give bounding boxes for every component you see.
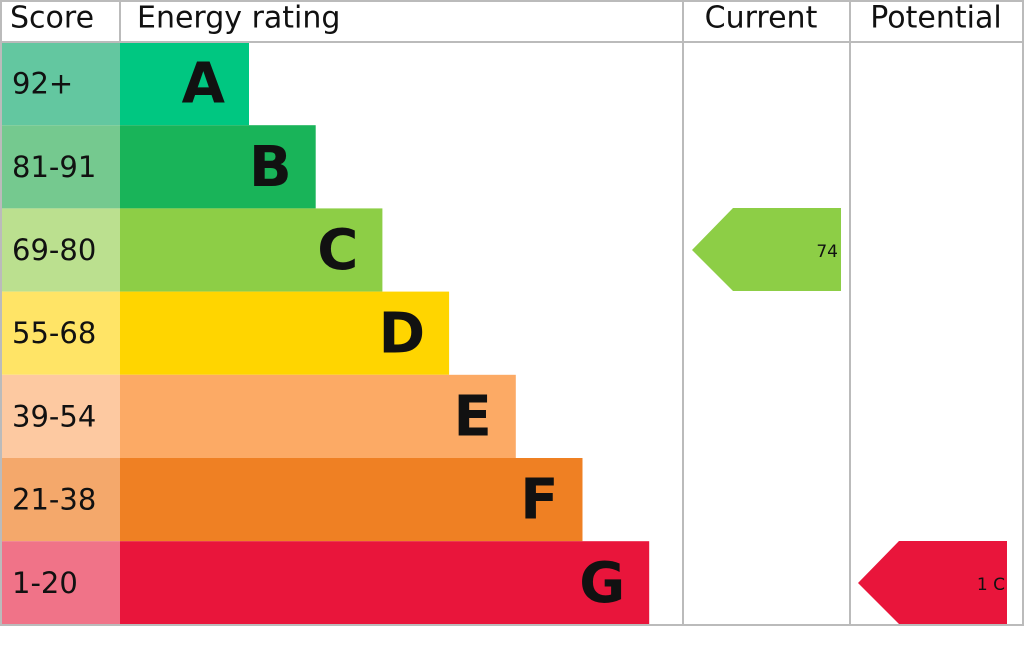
potential-label: 1 C	[977, 575, 1005, 595]
rating-bar	[120, 125, 316, 209]
score-cell	[0, 541, 120, 625]
rating-letter: A	[182, 52, 226, 117]
score-label: 81-91	[12, 150, 96, 184]
score-label: 69-80	[12, 233, 96, 267]
rating-bar	[120, 291, 450, 375]
rating-letter: C	[317, 218, 358, 283]
rating-bar	[120, 208, 383, 292]
rating-letter: E	[454, 385, 492, 450]
current-label: 74	[816, 242, 838, 262]
rating-letter: D	[379, 301, 425, 366]
potential-arrow	[858, 541, 1007, 624]
current-arrow	[692, 208, 841, 291]
score-cell	[0, 291, 120, 375]
rating-letter: B	[249, 135, 292, 200]
grid	[0, 0, 1024, 626]
score-label: 21-38	[12, 483, 96, 517]
rating-letter: F	[520, 468, 558, 533]
header-potential: Potential	[870, 1, 1001, 36]
rating-letter: G	[579, 551, 625, 616]
rating-bar	[120, 374, 516, 458]
header-rating: Energy rating	[137, 1, 340, 36]
score-cell	[0, 458, 120, 542]
header-current: Current	[705, 1, 818, 36]
score-label: 92+	[12, 67, 73, 101]
score-cell	[0, 42, 120, 126]
score-cell	[0, 208, 120, 292]
rating-bar	[120, 458, 583, 542]
header-score: Score	[10, 1, 94, 36]
score-label: 55-68	[12, 316, 96, 350]
score-label: 1-20	[12, 566, 78, 600]
rating-bar	[120, 42, 249, 126]
score-label: 39-54	[12, 399, 96, 433]
rating-bar	[120, 541, 650, 625]
score-cell	[0, 125, 120, 209]
score-cell	[0, 374, 120, 458]
